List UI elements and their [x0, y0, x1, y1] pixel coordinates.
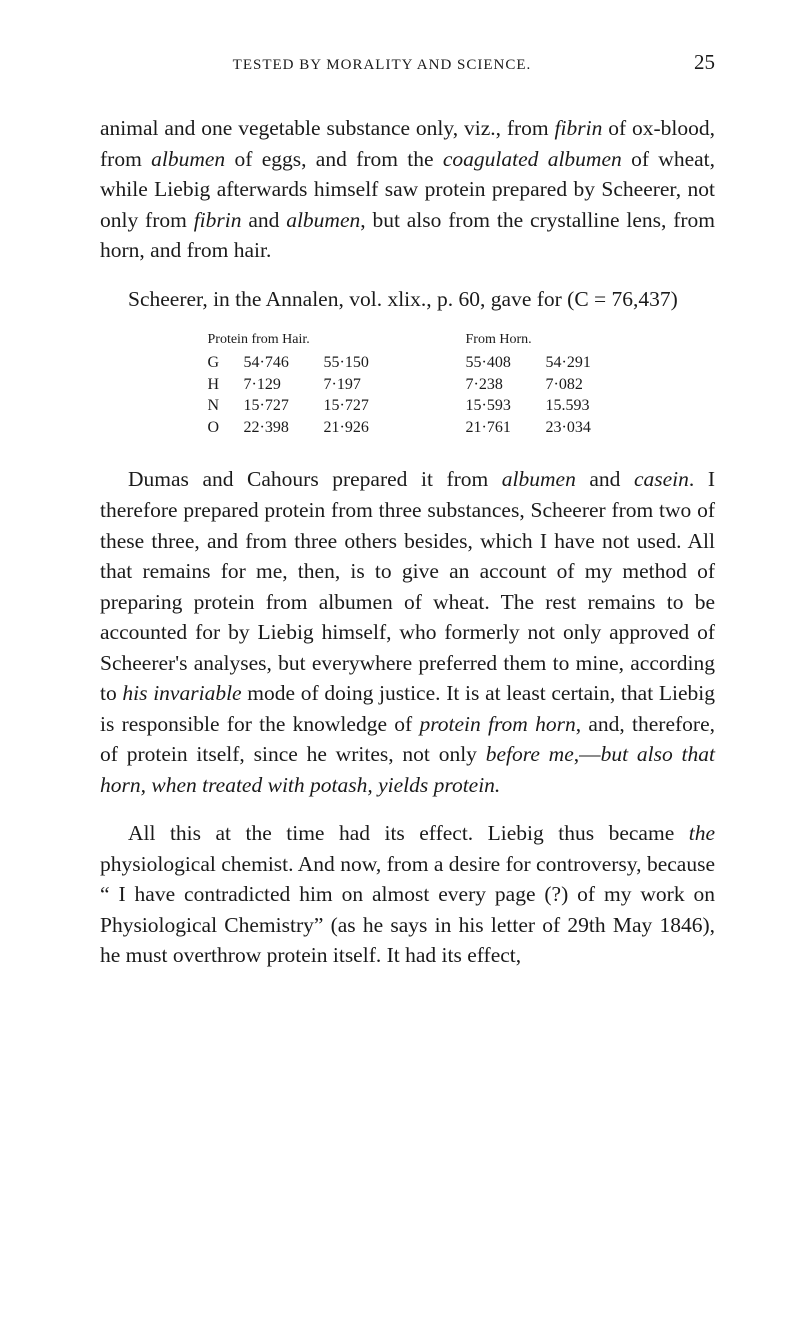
table-cell: 7·238: [466, 374, 528, 396]
italic-text: albumen: [151, 147, 225, 171]
italic-text: albumen: [286, 208, 360, 232]
table-cell: 54·746: [244, 352, 306, 374]
data-table: Protein from Hair. G 54·746 55·150 H 7·1…: [100, 332, 715, 438]
row-label: O: [208, 417, 226, 439]
text: . I therefore prepared protein from thre…: [100, 467, 715, 705]
table-row: 7·238 7·082: [466, 374, 608, 396]
table-cell: 22·398: [244, 417, 306, 439]
italic-text: casein: [634, 467, 689, 491]
paragraph-1: animal and one vegetable substance only,…: [100, 113, 715, 266]
italic-text: albumen: [502, 467, 576, 491]
italic-text: coagulated albumen: [443, 147, 622, 171]
table-cell: 23·034: [546, 417, 608, 439]
italic-text: before me: [486, 742, 574, 766]
text: Dumas and Cahours prepared it from: [128, 467, 502, 491]
italic-text: his invariable: [122, 681, 241, 705]
table-row: H 7·129 7·197: [208, 374, 386, 396]
table-cell: 15·727: [244, 395, 306, 417]
text: ,—: [574, 742, 601, 766]
table-cell: 21·761: [466, 417, 528, 439]
running-header: TESTED BY MORALITY AND SCIENCE.: [100, 57, 664, 74]
table-cell: 55·408: [466, 352, 528, 374]
table-cell: 54·291: [546, 352, 608, 374]
table-cell: 21·926: [324, 417, 386, 439]
row-label: N: [208, 395, 226, 417]
table-row: 21·761 23·034: [466, 417, 608, 439]
paragraph-3: Dumas and Cahours prepared it from album…: [100, 464, 715, 800]
text: and: [576, 467, 634, 491]
table-cell: 15.593: [546, 395, 608, 417]
table-row: 55·408 54·291: [466, 352, 608, 374]
table-cell: 7·197: [324, 374, 386, 396]
table-header-right: From Horn.: [466, 332, 608, 348]
page-header: TESTED BY MORALITY AND SCIENCE. 25: [100, 50, 715, 75]
page-number: 25: [694, 50, 715, 75]
table-cell: 7·129: [244, 374, 306, 396]
text: animal and one vegetable substance only,…: [100, 116, 555, 140]
paragraph-4: All this at the time had its effect. Lie…: [100, 818, 715, 971]
italic-text: the: [689, 821, 715, 845]
text: physiological chemist. And now, from a d…: [100, 852, 715, 968]
paragraph-2: Scheerer, in the Annalen, vol. xlix., p.…: [100, 284, 715, 315]
text: and: [241, 208, 286, 232]
table-left-column: Protein from Hair. G 54·746 55·150 H 7·1…: [208, 332, 386, 438]
table-row: O 22·398 21·926: [208, 417, 386, 439]
table-row: G 54·746 55·150: [208, 352, 386, 374]
table-cell: 15·727: [324, 395, 386, 417]
italic-text: fibrin: [555, 116, 603, 140]
text: All this at the time had its effect. Lie…: [128, 821, 689, 845]
table-cell: 7·082: [546, 374, 608, 396]
table-row: 15·593 15.593: [466, 395, 608, 417]
italic-text: protein from horn: [419, 712, 575, 736]
table-row: N 15·727 15·727: [208, 395, 386, 417]
table-cell: 15·593: [466, 395, 528, 417]
table-right-column: From Horn. 55·408 54·291 7·238 7·082 15·…: [466, 332, 608, 438]
table-header-left: Protein from Hair.: [208, 332, 386, 348]
row-label: H: [208, 374, 226, 396]
text: Scheerer, in the Annalen, vol. xlix., p.…: [128, 287, 678, 311]
row-label: G: [208, 352, 226, 374]
table-cell: 55·150: [324, 352, 386, 374]
italic-text: fibrin: [194, 208, 242, 232]
text: of eggs, and from the: [225, 147, 443, 171]
